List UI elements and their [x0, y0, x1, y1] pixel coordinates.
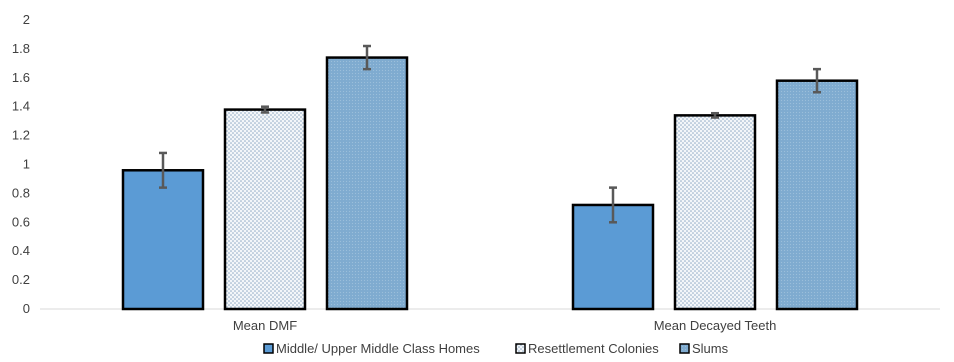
legend-label: Resettlement Colonies: [528, 341, 659, 356]
legend-swatch: [679, 343, 690, 354]
legend-label: Middle/ Upper Middle Class Homes: [276, 341, 480, 356]
y-tick-label: 0.4: [12, 243, 30, 258]
y-tick-label: 1.6: [12, 70, 30, 85]
category-label: Mean DMF: [233, 318, 297, 333]
y-tick-label: 0.6: [12, 214, 30, 229]
bars: [121, 56, 859, 311]
legend-swatch: [515, 343, 526, 354]
legend: Middle/ Upper Middle Class Homes Resettle…: [263, 341, 729, 356]
category-labels: Mean DMF Mean Decayed Teeth: [233, 318, 776, 333]
bar-0-0: [121, 169, 205, 311]
bar-0-2: [325, 56, 409, 311]
bar-1-1: [673, 114, 757, 311]
category-label: Mean Decayed Teeth: [654, 318, 777, 333]
error-bars: [159, 44, 821, 224]
legend-swatch: [263, 343, 274, 354]
bar-0-1: [223, 108, 307, 311]
bar-1-2: [775, 79, 859, 311]
legend-label: Slums: [692, 341, 729, 356]
y-tick-label: 0: [23, 301, 30, 316]
y-tick-label: 0.2: [12, 272, 30, 287]
y-tick-label: 1.8: [12, 41, 30, 56]
y-tick-label: 2: [23, 12, 30, 27]
y-axis: 0 0.2 0.4 0.6 0.8 1 1.2 1.4 1.6 1.8 2: [12, 12, 30, 316]
y-tick-label: 0.8: [12, 185, 30, 200]
y-tick-label: 1: [23, 157, 30, 172]
y-tick-label: 1.4: [12, 99, 30, 114]
y-tick-label: 1.2: [12, 128, 30, 143]
